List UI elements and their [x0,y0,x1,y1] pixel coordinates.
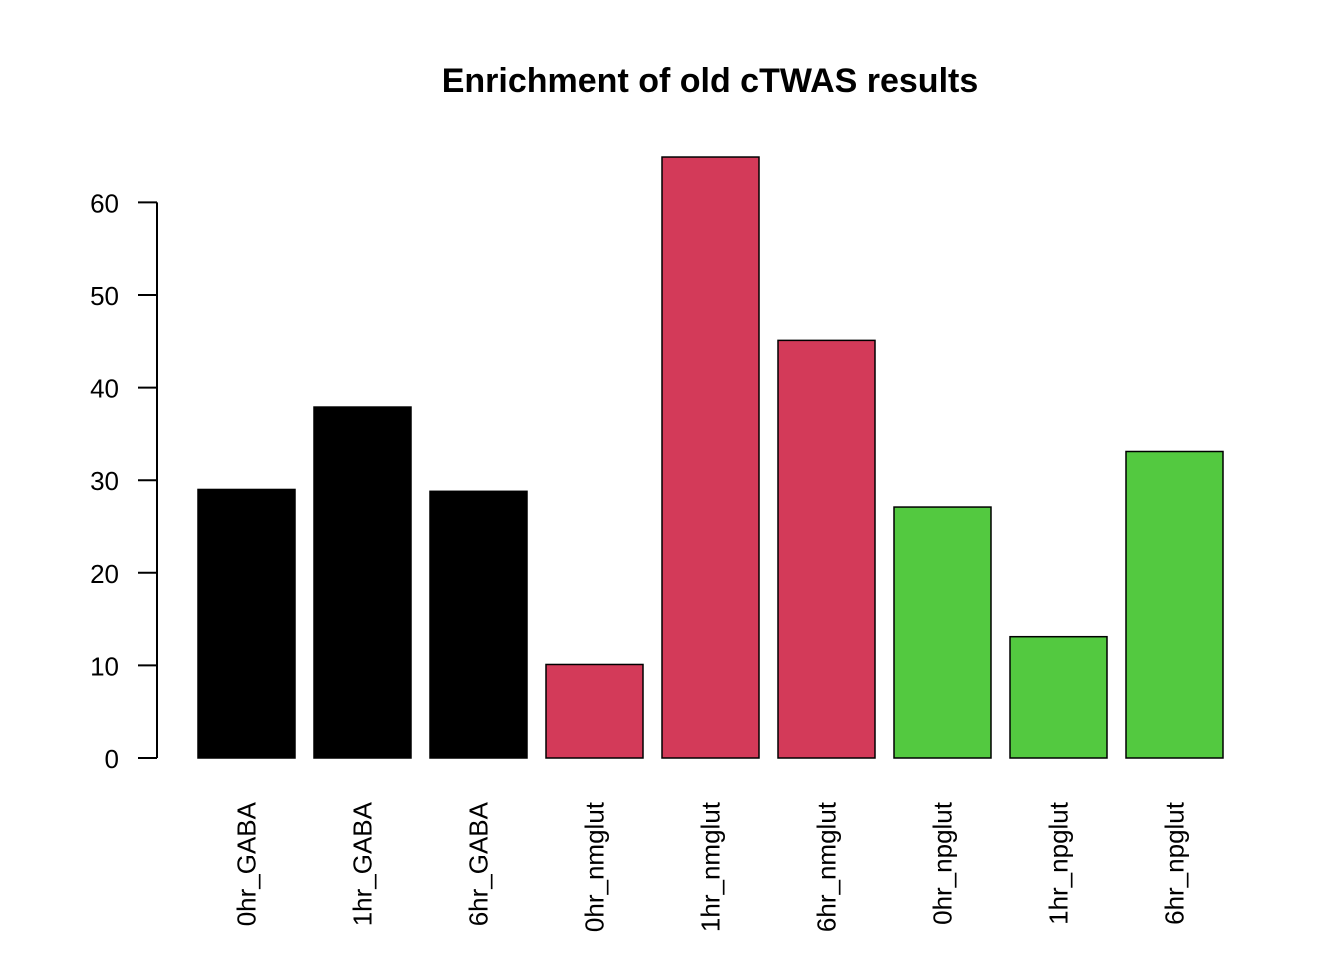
x-tick-label: 0hr_nmglut [580,801,610,932]
x-tick-label: 0hr_npglut [928,801,958,925]
x-tick-label: 1hr_npglut [1044,801,1074,925]
bar [313,406,412,759]
bar [777,339,876,759]
x-tick-label: 1hr_GABA [348,801,378,926]
y-tick-label: 30 [90,466,119,496]
x-tick-label: 1hr_nmglut [696,801,726,932]
y-tick-label: 60 [90,188,119,218]
bar [893,506,992,759]
x-tick-label: 0hr_GABA [232,801,262,926]
bar [1125,450,1224,759]
x-tick-label: 6hr_GABA [464,801,494,926]
y-axis: 0 10 20 30 40 50 60 [90,188,158,774]
x-tick-labels: 0hr_GABA 1hr_GABA 6hr_GABA 0hr_nmglut 1hr_nm… [232,801,1190,932]
bar [197,488,296,759]
y-tick-label: 10 [90,651,119,681]
x-tick-label: 6hr_npglut [1160,801,1190,925]
bar [1009,635,1108,759]
bars-group [197,156,1224,759]
y-tick-label: 0 [105,744,119,774]
bar [661,156,760,759]
chart-title: Enrichment of old cTWAS results [442,62,979,100]
bar [545,663,644,759]
y-tick-label: 40 [90,374,119,404]
bar [429,490,528,759]
y-tick-label: 50 [90,281,119,311]
x-tick-label: 6hr_nmglut [812,801,842,932]
y-tick-label: 20 [90,559,119,589]
